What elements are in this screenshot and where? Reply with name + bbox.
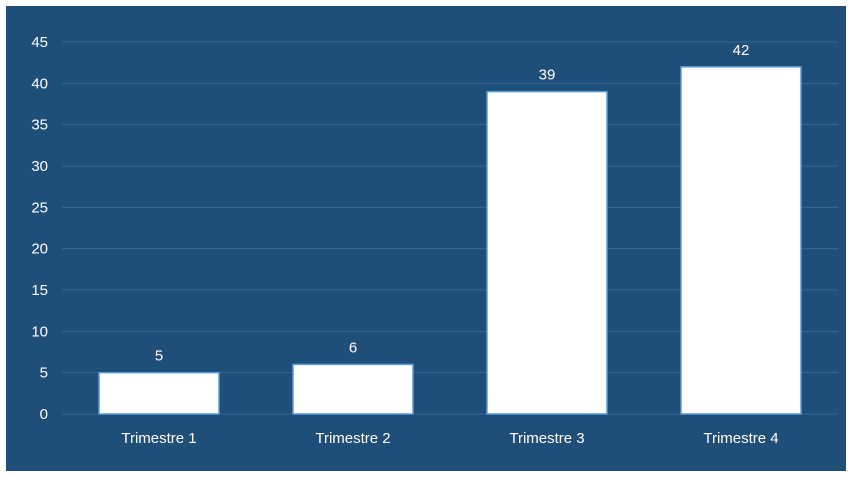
x-category-label: Trimestre 3 [509, 430, 584, 447]
bar-data-label: 6 [349, 339, 357, 356]
bar [292, 363, 414, 415]
bars [98, 66, 802, 415]
y-tick-label: 0 [40, 406, 48, 423]
y-tick-label: 30 [31, 158, 48, 175]
y-tick-label: 10 [31, 323, 48, 340]
bar-data-label: 39 [539, 67, 556, 84]
x-category-label: Trimestre 2 [315, 430, 390, 447]
x-category-label: Trimestre 4 [703, 430, 778, 447]
y-tick-label: 20 [31, 241, 48, 258]
y-tick-label: 45 [31, 34, 48, 51]
x-axis-categories: Trimestre 1 Trimestre 2 Trimestre 3 Trimest… [121, 430, 778, 447]
y-tick-label: 40 [31, 75, 48, 92]
data-labels: 5 6 39 42 [155, 42, 750, 365]
bar [486, 90, 608, 415]
y-tick-label: 35 [31, 117, 48, 134]
y-tick-label: 5 [40, 365, 48, 382]
bar-data-label: 5 [155, 348, 163, 365]
bar-data-label: 42 [733, 42, 750, 59]
x-category-label: Trimestre 1 [121, 430, 196, 447]
y-tick-label: 15 [31, 282, 48, 299]
bar [98, 371, 220, 415]
bar [680, 66, 802, 415]
y-tick-label: 25 [31, 199, 48, 216]
y-axis-ticks: 0 5 10 15 20 25 30 35 40 45 [31, 34, 48, 423]
